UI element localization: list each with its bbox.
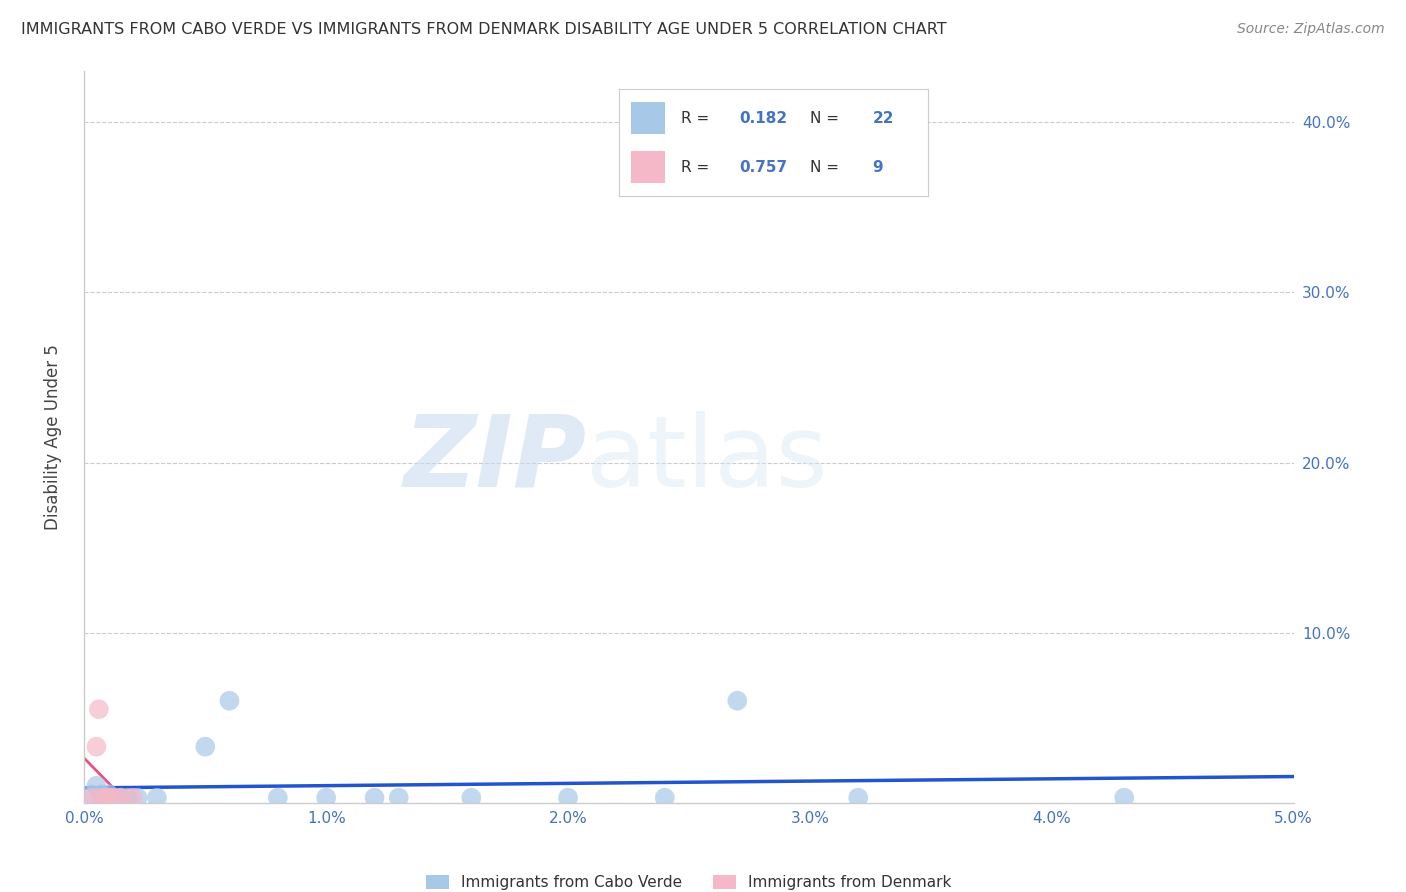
Point: [1114, 790, 1136, 805]
Text: 0.182: 0.182: [740, 111, 787, 126]
Point: [90, 790, 112, 805]
Text: 0.757: 0.757: [740, 160, 787, 175]
Point: [315, 790, 337, 805]
Point: [117, 790, 139, 805]
Text: 9: 9: [872, 160, 883, 175]
Point: [86, 779, 108, 793]
Y-axis label: Disability Age Under 5: Disability Age Under 5: [44, 344, 62, 530]
Point: [86, 739, 108, 754]
Point: [90, 787, 112, 801]
Bar: [631, 102, 665, 134]
Text: R =: R =: [681, 111, 714, 126]
Point: [127, 790, 149, 805]
Point: [194, 739, 217, 754]
Point: [146, 790, 169, 805]
Point: [103, 790, 125, 805]
Point: [87, 702, 110, 716]
Point: [388, 790, 411, 805]
Text: atlas: atlas: [586, 410, 828, 508]
Point: [363, 790, 385, 805]
Legend: Immigrants from Cabo Verde, Immigrants from Denmark: Immigrants from Cabo Verde, Immigrants f…: [420, 869, 957, 892]
Point: [94, 790, 117, 805]
Text: N =: N =: [810, 160, 844, 175]
Text: 22: 22: [872, 111, 894, 126]
Bar: [631, 152, 665, 184]
Point: [267, 790, 290, 805]
Point: [110, 790, 132, 805]
Point: [94, 790, 117, 805]
Point: [218, 694, 240, 708]
Text: IMMIGRANTS FROM CABO VERDE VS IMMIGRANTS FROM DENMARK DISABILITY AGE UNDER 5 COR: IMMIGRANTS FROM CABO VERDE VS IMMIGRANTS…: [21, 22, 946, 37]
Text: ZIP: ZIP: [404, 410, 586, 508]
Point: [557, 790, 579, 805]
Point: [97, 787, 120, 801]
Point: [460, 790, 482, 805]
Point: [80, 790, 103, 805]
Text: Source: ZipAtlas.com: Source: ZipAtlas.com: [1237, 22, 1385, 37]
Point: [110, 790, 132, 805]
Point: [80, 787, 103, 801]
Text: N =: N =: [810, 111, 844, 126]
Point: [97, 790, 120, 805]
Point: [846, 790, 869, 805]
Point: [121, 790, 143, 805]
Point: [725, 694, 748, 708]
Point: [654, 790, 676, 805]
Text: R =: R =: [681, 160, 714, 175]
Point: [103, 790, 125, 805]
